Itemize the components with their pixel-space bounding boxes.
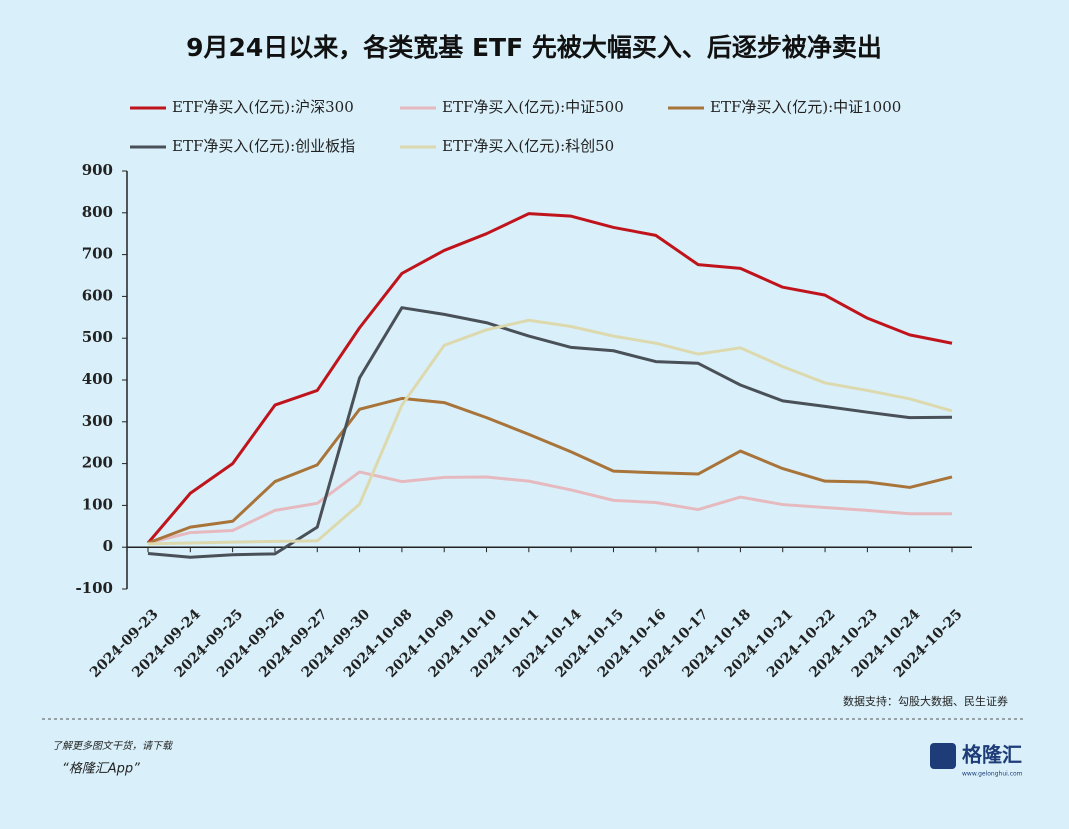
legend-label: ETF净买入(亿元):创业板指 (172, 137, 355, 155)
y-tick-label: 500 (82, 328, 113, 346)
logo-icon (930, 743, 956, 769)
footer-app: “格隆汇App” (62, 762, 140, 777)
y-tick-label: 200 (82, 454, 113, 472)
y-tick-label: 900 (82, 161, 113, 179)
y-tick-label: 0 (103, 537, 113, 555)
logo: 格隆汇 (962, 743, 1022, 767)
y-tick-label: 300 (82, 412, 113, 430)
legend-label: ETF净买入(亿元):科创50 (442, 137, 614, 155)
y-tick-label: 700 (82, 245, 113, 263)
y-tick-label: -100 (75, 579, 113, 597)
source: 数据支持：勾股大数据、民生证券 (843, 694, 1008, 708)
logo-site: www.gelonghui.com (962, 771, 1023, 778)
series-line (147, 396, 953, 545)
footer-prompt: 了解更多图文干货，请下载 (52, 740, 174, 752)
legend-label: ETF净买入(亿元):沪深300 (172, 98, 354, 116)
y-tick-label: 800 (82, 203, 113, 221)
series-line (147, 470, 952, 545)
legend-label: ETF净买入(亿元):中证500 (442, 98, 624, 116)
y-tick-label: 400 (82, 370, 113, 388)
legend-label: ETF净买入(亿元):中证1000 (710, 98, 901, 116)
series-line (146, 212, 953, 544)
y-tick-label: 600 (82, 286, 113, 304)
y-tick-label: 100 (82, 495, 113, 513)
series-line (147, 306, 953, 559)
series-line (147, 318, 953, 546)
chart-title: 9月24日以来，各类宽基 ETF 先被大幅买入、后逐步被净卖出 (186, 33, 882, 62)
